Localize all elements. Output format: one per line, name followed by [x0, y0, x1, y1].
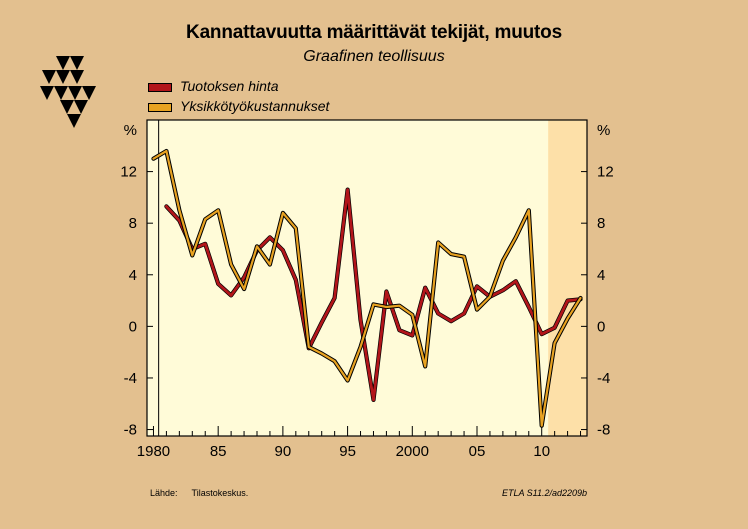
y-tick-label-left: 0 — [129, 318, 137, 335]
chart-title: Kannattavuutta määrittävät tekijät, muut… — [186, 22, 562, 43]
legend-swatch-tuotoksen-hinta — [148, 82, 172, 92]
x-tick-label: 85 — [210, 443, 227, 460]
y-unit-left: % — [124, 122, 137, 139]
y-tick-label-left: -4 — [124, 370, 137, 387]
plot-area — [147, 120, 587, 436]
y-tick-label-right: 4 — [597, 267, 605, 284]
y-tick-label-left: 8 — [129, 215, 137, 232]
x-tick-label: 90 — [275, 443, 292, 460]
y-tick-label-right: -8 — [597, 422, 610, 439]
x-tick-label: 05 — [469, 443, 486, 460]
series-line-tuotoksen-hinta — [164, 188, 582, 402]
y-tick-label-right: 12 — [597, 164, 614, 181]
etla-logo-icon — [40, 56, 96, 128]
legend-label-tuotoksen-hinta: Tuotoksen hinta — [180, 78, 279, 94]
y-tick-label-left: 12 — [120, 164, 137, 181]
legend-label-yksikkotyokustannukset: Yksikkötyökustannukset — [180, 98, 330, 114]
forecast-shading — [548, 120, 587, 436]
x-tick-label: 95 — [339, 443, 356, 460]
legend-item-tuotoksen-hinta: Tuotoksen hinta — [148, 78, 279, 94]
legend-swatch-yksikkotyokustannukset — [148, 102, 172, 112]
y-tick-label-left: 4 — [129, 267, 137, 284]
plot-frame — [146, 119, 588, 437]
x-tick-label: 10 — [533, 443, 550, 460]
chart-code: ETLA S11.2/ad2209b — [502, 488, 588, 498]
y-tick-label-right: 0 — [597, 318, 605, 335]
legend-item-yksikkotyokustannukset: Yksikkötyökustannukset — [148, 98, 329, 114]
y-tick-label-right: -4 — [597, 370, 610, 387]
y-tick-label-left: -8 — [124, 422, 137, 439]
y-unit-right: % — [597, 122, 610, 139]
series-line-yksikkotyokustannukset — [152, 149, 582, 427]
x-tick-label: 2000 — [396, 443, 429, 460]
x-tick-label: 1980 — [137, 443, 170, 460]
source-value: Tilastokeskus. — [191, 488, 249, 498]
source-note: Lähde: Tilastokeskus. — [150, 488, 262, 498]
chart-subtitle: Graafinen teollisuus — [303, 48, 445, 65]
y-tick-label-right: 8 — [597, 215, 605, 232]
source-label: Lähde: — [150, 488, 178, 498]
